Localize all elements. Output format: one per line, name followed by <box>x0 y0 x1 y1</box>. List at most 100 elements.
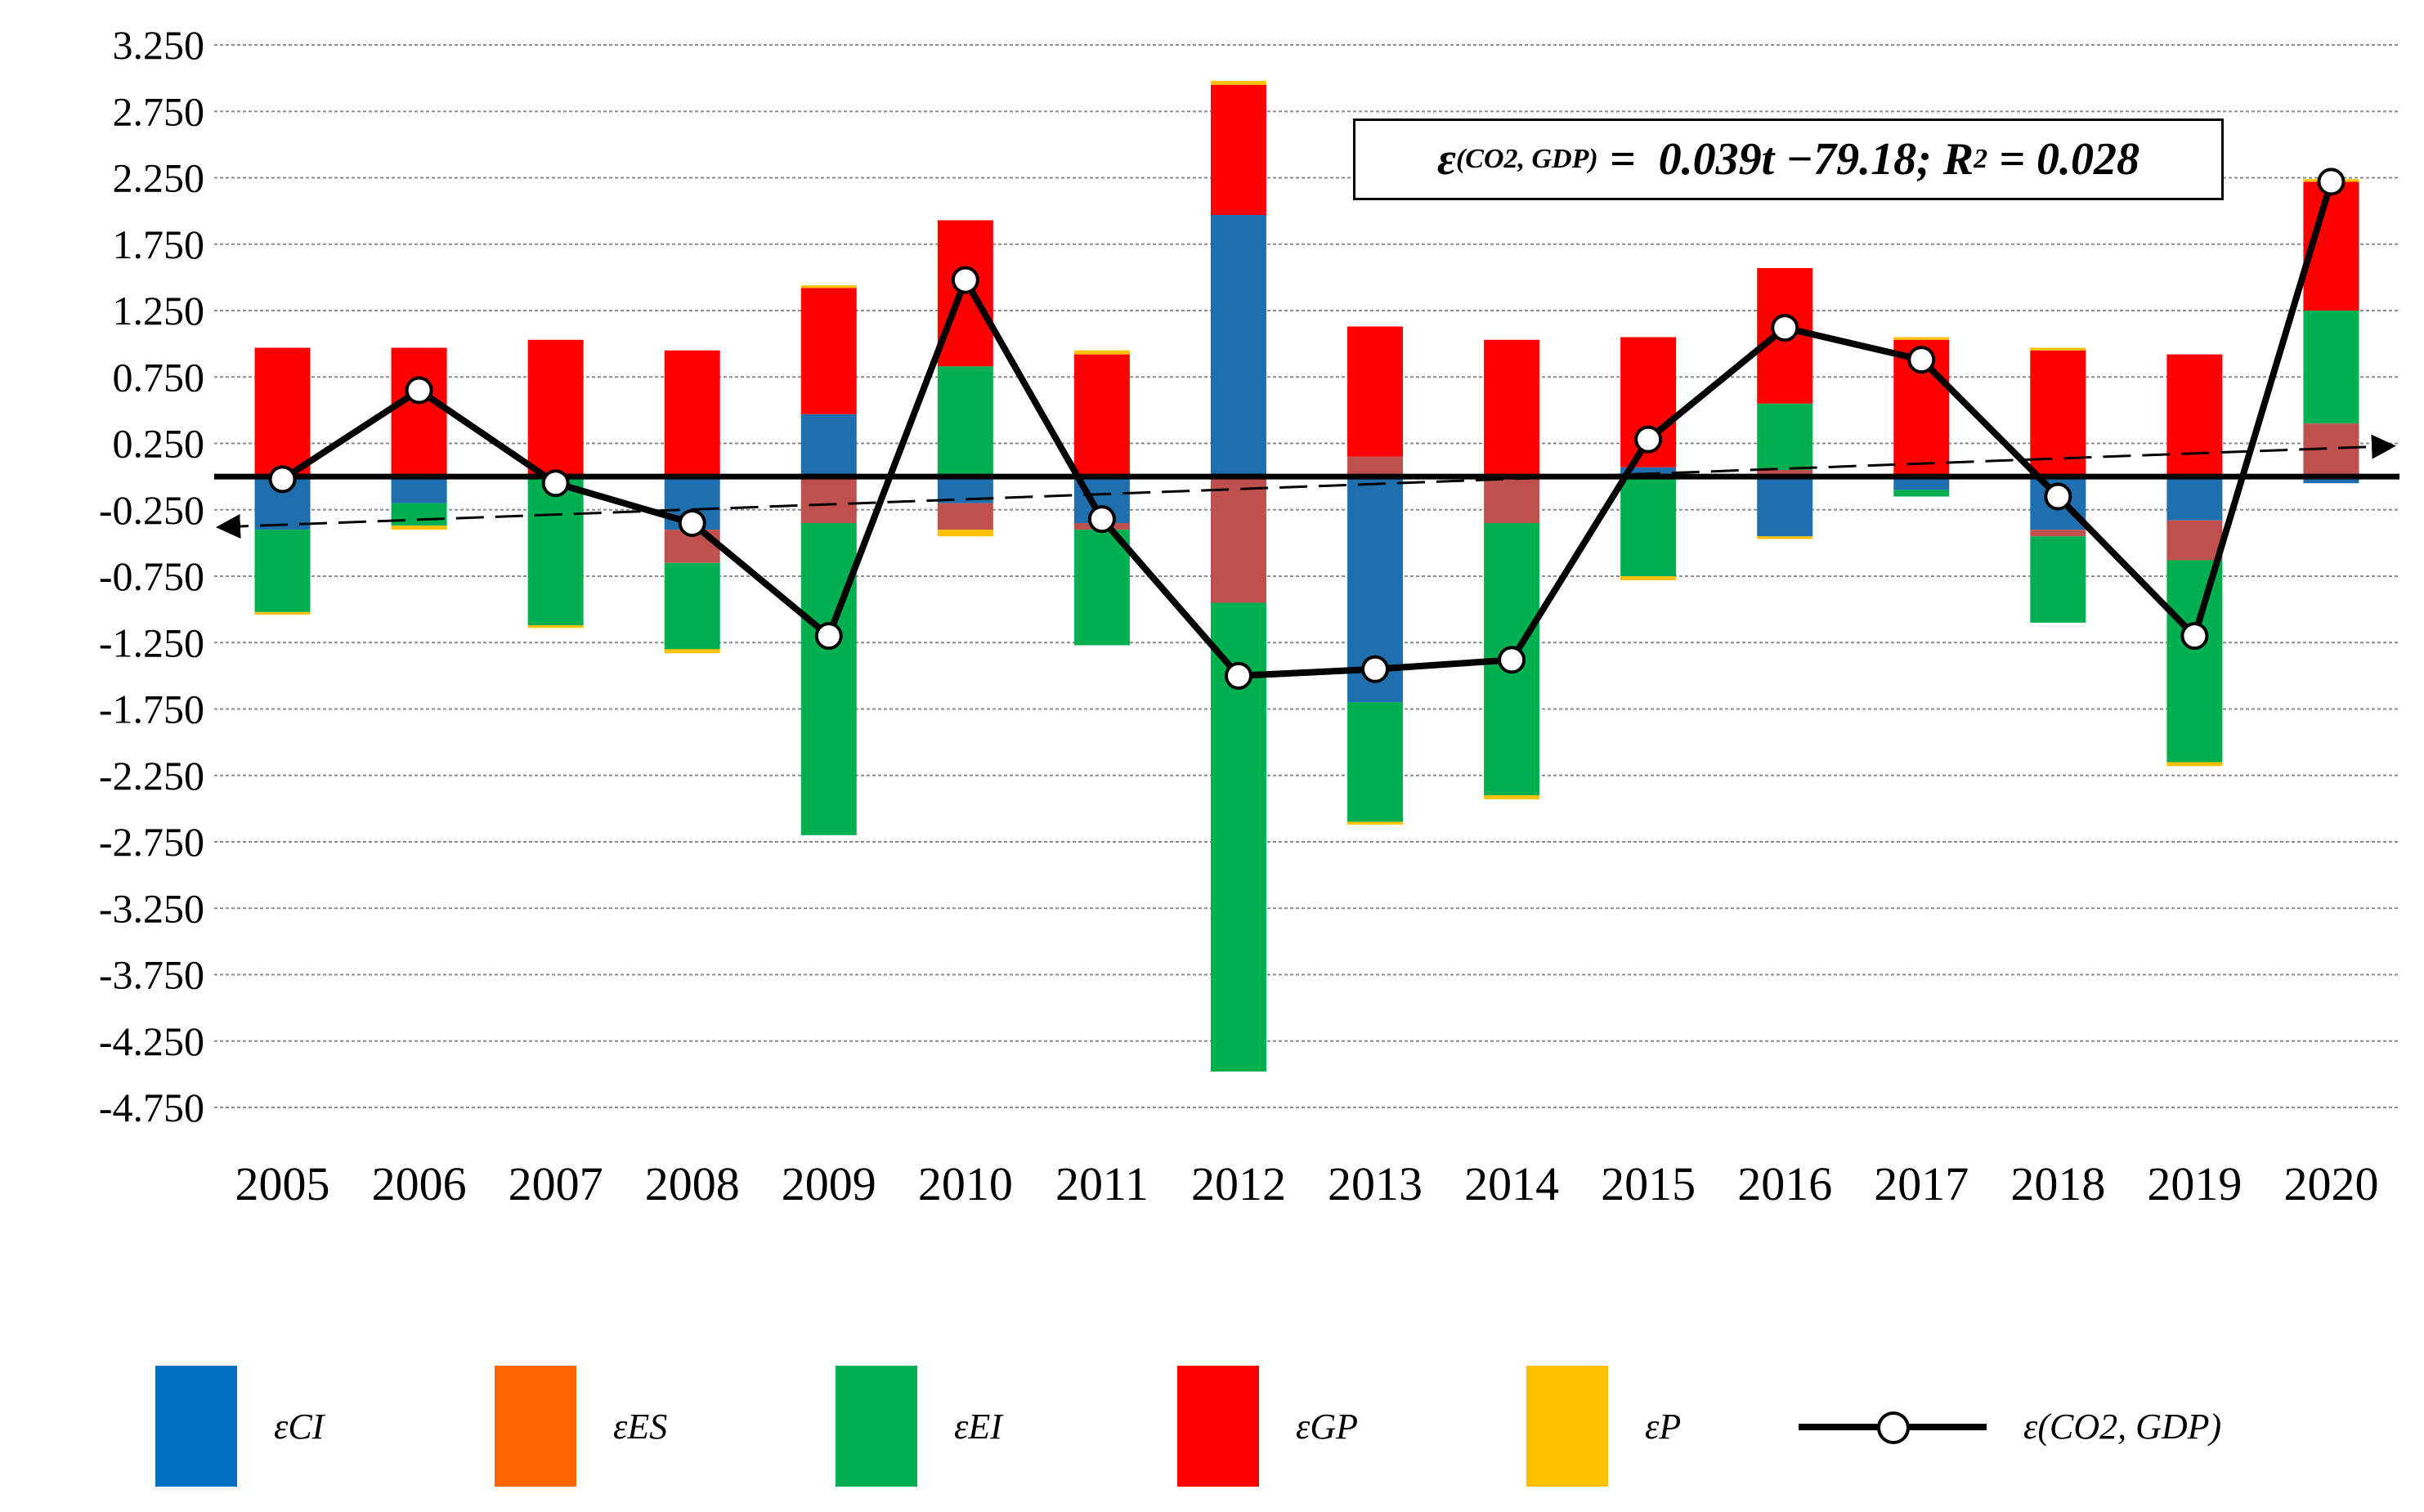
legend-item-line: ε(CO2, GDP) <box>1799 1365 2221 1487</box>
line-point <box>2180 622 2209 651</box>
bar-segment <box>2303 311 2359 424</box>
x-tick-label: 2014 <box>1464 1157 1559 1210</box>
bar-segment <box>1210 476 1266 603</box>
x-tick-label: 2008 <box>645 1157 740 1210</box>
bar-segment <box>1620 576 1677 580</box>
elasticity-line <box>268 168 2346 690</box>
stacked-bars <box>254 80 2359 1072</box>
line-point <box>1907 346 1936 374</box>
legend-label-ei: εEI <box>954 1406 1002 1447</box>
x-tick-label: 2020 <box>2283 1157 2378 1210</box>
bar-segment <box>391 476 447 503</box>
bar-segment <box>1347 456 1404 477</box>
x-tick-label: 2018 <box>2010 1157 2105 1210</box>
line-point <box>678 509 706 537</box>
x-tick-label: 2013 <box>1328 1157 1423 1210</box>
bar-segment <box>1757 536 1813 539</box>
y-tick-label: -1.250 <box>99 620 204 665</box>
bar-segment <box>664 649 720 654</box>
legend-line-marker <box>1799 1410 1987 1444</box>
legend-item-p: εP <box>1526 1365 1681 1487</box>
x-tick-label: 2006 <box>372 1157 467 1210</box>
equation-superscript: 2 <box>1974 144 1988 174</box>
legend-label-es: εES <box>613 1406 668 1447</box>
bar-segment <box>1620 476 1677 576</box>
legend-item-ci: εCI <box>155 1365 324 1487</box>
x-tick-label: 2015 <box>1601 1157 1696 1210</box>
legend-swatch-es <box>495 1366 576 1487</box>
bar-segment <box>1210 84 1266 215</box>
y-axis-tick-labels: 3.250 2.750 2.250 1.750 1.250 0.750 0.250 -0.25… <box>99 22 204 1130</box>
bar-segment <box>1073 530 1130 646</box>
bar-segment <box>527 476 584 626</box>
trend-line <box>216 434 2396 539</box>
x-tick-label: 2012 <box>1191 1157 1286 1210</box>
bar-segment <box>800 414 857 477</box>
legend-swatch-p <box>1526 1366 1608 1487</box>
bar-segment <box>1484 476 1540 523</box>
bar-segment <box>2166 354 2223 477</box>
legend-label-p: εP <box>1645 1406 1682 1447</box>
bar-segment <box>254 530 311 612</box>
bar-segment <box>1347 821 1404 825</box>
bar-segment <box>1484 795 1540 799</box>
bar-segment <box>1757 403 1813 470</box>
bar-segment <box>2166 520 2223 561</box>
y-tick-label: 0.250 <box>113 421 205 467</box>
bar-segment <box>800 476 857 523</box>
bar-segment <box>2030 536 2086 623</box>
equation-tail: = 0.028 <box>1987 134 2140 185</box>
line-point <box>2044 482 2072 511</box>
bar-segment <box>937 366 993 477</box>
line-point <box>541 469 570 498</box>
bar-segment <box>391 347 447 477</box>
legend-item-es: εES <box>495 1365 667 1487</box>
x-tick-label: 2010 <box>918 1157 1013 1210</box>
y-tick-label: -4.750 <box>99 1085 204 1130</box>
x-tick-label: 2011 <box>1055 1157 1149 1210</box>
bar-segment <box>1073 354 1130 477</box>
legend-item-ei: εEI <box>836 1365 1002 1487</box>
bar-segment <box>254 347 311 477</box>
line-point <box>814 622 843 651</box>
bar-segment <box>1347 702 1404 822</box>
y-tick-label: 1.250 <box>113 288 205 333</box>
legend-label-ci: εCI <box>274 1406 325 1447</box>
line-point <box>1634 425 1663 454</box>
bar-segment <box>2166 476 2223 521</box>
line-point <box>1087 505 1116 534</box>
y-tick-label: 1.750 <box>113 221 205 267</box>
x-tick-label: 2005 <box>235 1157 330 1210</box>
y-tick-label: 0.750 <box>113 354 205 400</box>
bar-segment <box>2166 560 2223 763</box>
legend: εCI εES εEI εGP εP ε(CO2, GDP) <box>155 1365 2395 1487</box>
y-tick-label: -2.750 <box>99 819 204 865</box>
x-tick-label: 2017 <box>1874 1157 1969 1210</box>
bar-segment <box>1073 350 1130 355</box>
bar-segment <box>1893 337 1950 340</box>
bar-segment <box>664 562 720 650</box>
bar-segment <box>2166 762 2223 767</box>
y-tick-label: -3.750 <box>99 952 204 998</box>
bar-segment <box>800 523 857 835</box>
y-tick-label: 3.250 <box>113 22 205 68</box>
bar-segment <box>254 611 311 615</box>
x-tick-label: 2016 <box>1737 1157 1832 1210</box>
x-axis-tick-labels: 2005 2006 2007 2008 2009 2010 2011 2012 2013 2014… <box>235 1157 2379 1210</box>
legend-swatch-gp <box>1177 1366 1259 1487</box>
bar-segment <box>1347 326 1404 457</box>
bar-segment <box>2030 347 2086 351</box>
bar-segment <box>937 503 993 530</box>
bar-segment <box>527 625 584 629</box>
y-tick-label: -2.250 <box>99 753 204 798</box>
line-series-path <box>280 181 2335 679</box>
line-point <box>1361 655 1390 683</box>
bar-segment <box>391 503 447 526</box>
legend-label-gp: εGP <box>1296 1406 1358 1447</box>
bar-segment <box>527 339 584 477</box>
bar-segment <box>937 530 993 537</box>
y-tick-label: -0.250 <box>99 487 204 533</box>
legend-swatch-ei <box>836 1366 917 1487</box>
